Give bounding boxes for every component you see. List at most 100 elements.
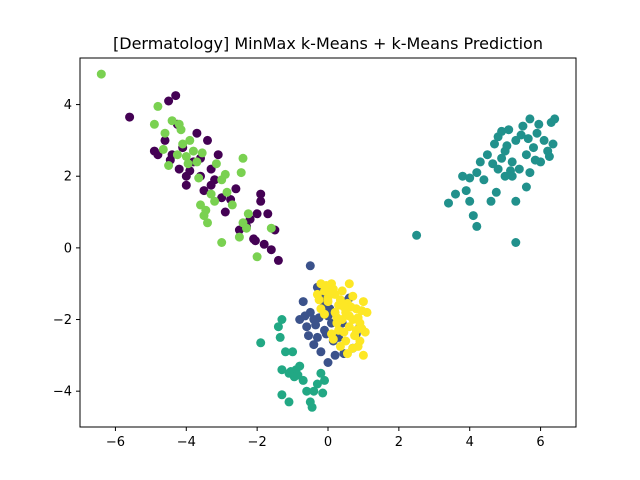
data-point-s2-32 xyxy=(511,196,521,206)
data-point-s5-26 xyxy=(323,297,333,307)
axes-frame xyxy=(79,57,577,428)
y-tick-label: 2 xyxy=(64,170,72,185)
x-tick-label: 6 xyxy=(536,435,544,450)
data-point-s2-37 xyxy=(507,157,517,167)
data-point-s5-28 xyxy=(335,295,345,305)
data-point-s2-44 xyxy=(488,159,498,169)
data-point-s5-20 xyxy=(358,350,368,360)
data-point-s0-11 xyxy=(203,135,212,145)
data-point-s4-13 xyxy=(203,218,212,228)
data-point-s2-8 xyxy=(475,157,485,167)
data-point-s0-20 xyxy=(252,209,262,219)
data-point-s4-28 xyxy=(164,161,174,170)
data-point-s2-20 xyxy=(518,121,528,131)
data-point-s5-27 xyxy=(320,309,329,319)
data-point-s5-13 xyxy=(358,297,368,307)
data-point-s2-12 xyxy=(490,139,499,149)
data-point-s3-11 xyxy=(309,386,319,396)
data-point-s4-35 xyxy=(158,144,168,154)
data-point-s2-2 xyxy=(451,189,460,199)
data-point-s2-21 xyxy=(521,150,531,160)
data-point-s5-36 xyxy=(339,327,349,337)
data-point-s2-16 xyxy=(504,125,514,135)
data-point-s2-48 xyxy=(506,166,515,176)
data-point-s4-1 xyxy=(149,119,159,129)
data-point-s0-23 xyxy=(263,209,273,219)
data-point-s4-19 xyxy=(234,232,244,242)
data-point-s4-18 xyxy=(227,200,237,210)
data-point-s5-48 xyxy=(344,279,354,289)
data-point-s2-41 xyxy=(516,130,526,140)
data-point-s4-37 xyxy=(201,205,211,215)
data-point-s2-6 xyxy=(468,211,478,221)
data-point-s5-43 xyxy=(343,349,352,359)
data-point-s4-0 xyxy=(96,69,106,79)
data-point-s4-30 xyxy=(197,148,207,158)
data-point-s1-13 xyxy=(316,347,326,357)
data-point-s5-45 xyxy=(328,334,338,344)
data-point-s0-15 xyxy=(220,207,230,217)
data-point-s5-46 xyxy=(314,295,324,305)
data-point-s3-16 xyxy=(277,390,287,400)
data-point-s5-37 xyxy=(321,281,331,290)
data-point-s0-16 xyxy=(231,184,241,194)
x-tick-label: 2 xyxy=(395,435,403,450)
data-point-s2-39 xyxy=(548,139,558,149)
data-point-s4-6 xyxy=(178,139,188,149)
data-point-s3-12 xyxy=(312,379,322,389)
data-point-s2-7 xyxy=(472,221,482,231)
data-point-s2-24 xyxy=(532,128,542,138)
data-point-s2-14 xyxy=(497,153,507,163)
data-point-s5-40 xyxy=(357,306,367,316)
data-point-s4-17 xyxy=(220,169,230,179)
data-point-s2-1 xyxy=(444,198,453,208)
data-point-s5-49 xyxy=(339,302,349,312)
data-point-s5-30 xyxy=(350,331,360,341)
data-point-s4-14 xyxy=(206,189,216,199)
data-point-s4-22 xyxy=(252,252,262,262)
x-tick-label: −4 xyxy=(177,435,196,450)
data-point-s4-33 xyxy=(194,173,204,183)
data-point-s5-47 xyxy=(353,341,363,351)
data-point-s0-1 xyxy=(171,91,181,101)
data-point-s5-34 xyxy=(353,313,363,323)
data-point-s1-27 xyxy=(304,331,313,341)
data-point-s1-12 xyxy=(309,340,319,350)
data-point-s0-21 xyxy=(256,196,266,206)
data-point-s0-32 xyxy=(213,150,223,160)
data-point-s0-40 xyxy=(250,236,260,246)
data-point-s1-30 xyxy=(311,320,321,330)
data-point-s5-44 xyxy=(332,313,342,323)
data-point-s3-18 xyxy=(307,402,317,412)
ticks-layer: −6 −4 −2 0 2 4 6 −4 −2 0 2 4 xyxy=(53,98,545,450)
data-point-s2-3 xyxy=(458,171,468,181)
data-point-s4-2 xyxy=(153,101,163,111)
data-point-s2-49 xyxy=(491,187,501,197)
data-point-s1-0 xyxy=(305,261,315,271)
data-point-s5-38 xyxy=(325,288,335,298)
data-point-s2-19 xyxy=(514,164,524,174)
data-point-s1-9 xyxy=(298,297,308,307)
data-point-s0-17 xyxy=(234,225,244,235)
data-point-s5-7 xyxy=(337,286,347,296)
data-point-s2-33 xyxy=(521,182,531,192)
x-tick-label: −6 xyxy=(106,435,125,450)
data-point-s4-24 xyxy=(236,168,246,178)
data-point-s3-15 xyxy=(256,338,266,348)
data-point-s2-47 xyxy=(544,152,554,161)
data-point-s2-40 xyxy=(497,126,507,136)
data-point-s4-15 xyxy=(210,196,220,206)
data-point-s4-10 xyxy=(192,157,202,167)
data-point-s5-42 xyxy=(335,341,345,351)
y-tick-label: 4 xyxy=(64,98,72,113)
data-point-s0-34 xyxy=(185,166,195,176)
data-point-s2-38 xyxy=(525,168,535,178)
data-point-s3-23 xyxy=(289,372,299,382)
data-point-s0-35 xyxy=(206,180,216,190)
data-point-s2-4 xyxy=(461,186,471,196)
data-point-s3-7 xyxy=(277,365,287,375)
data-point-s4-31 xyxy=(183,159,193,169)
